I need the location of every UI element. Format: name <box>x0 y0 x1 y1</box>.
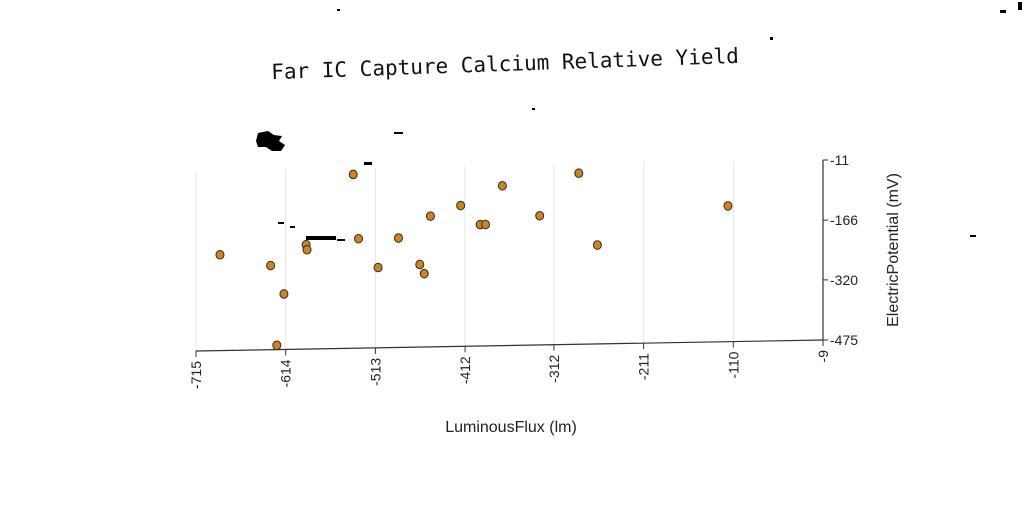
x-tick-label: -412 <box>457 356 473 384</box>
scatter-point <box>266 260 276 271</box>
scatter-point <box>272 340 282 351</box>
y-tick-label: -320 <box>830 272 858 288</box>
scatter-point <box>393 233 403 243</box>
scatter-point <box>415 259 425 270</box>
y-ticks: -11 -166 -320 -475 <box>823 152 858 348</box>
scatter-point <box>302 244 312 255</box>
scatter-point <box>535 210 545 221</box>
x-tick-label: -9 <box>815 350 831 363</box>
y-axis-label: ElectricPotential (mV) <box>885 173 902 327</box>
data-points <box>215 168 733 351</box>
scatter-point <box>592 240 602 250</box>
x-tick-label: -211 <box>636 353 652 380</box>
x-tick-label: -312 <box>546 355 562 383</box>
scatter-point <box>574 168 584 179</box>
scatter-point <box>497 180 507 191</box>
scatter-point <box>456 200 466 211</box>
scatter-point <box>425 211 435 221</box>
x-axis-label: LuminousFlux (lm) <box>445 419 577 436</box>
scatter-point <box>419 268 429 279</box>
x-tick-label: -715 <box>188 361 204 389</box>
x-ticks: -715 -614 -513 -412 -312 -211 -110 -9 <box>188 340 831 389</box>
chart-title: Far IC Capture Calcium Relative Yield <box>271 44 739 84</box>
x-tick-label: -513 <box>367 358 383 386</box>
scatter-point <box>481 219 491 230</box>
y-tick-label: -166 <box>830 212 858 228</box>
x-tick-label: -614 <box>278 359 294 387</box>
scatter-point <box>354 233 364 244</box>
scatter-point <box>215 249 225 260</box>
y-tick-label: -11 <box>830 152 849 168</box>
x-axis <box>195 339 824 352</box>
x-tick-label: -110 <box>725 351 741 378</box>
y-tick-label: -475 <box>830 332 858 348</box>
grid-lines <box>195 160 824 351</box>
scatter-point <box>348 169 358 180</box>
scatter-point <box>279 289 289 299</box>
scatter-point <box>373 262 383 273</box>
scatter-point <box>723 201 733 211</box>
scan-specks <box>256 2 1022 241</box>
